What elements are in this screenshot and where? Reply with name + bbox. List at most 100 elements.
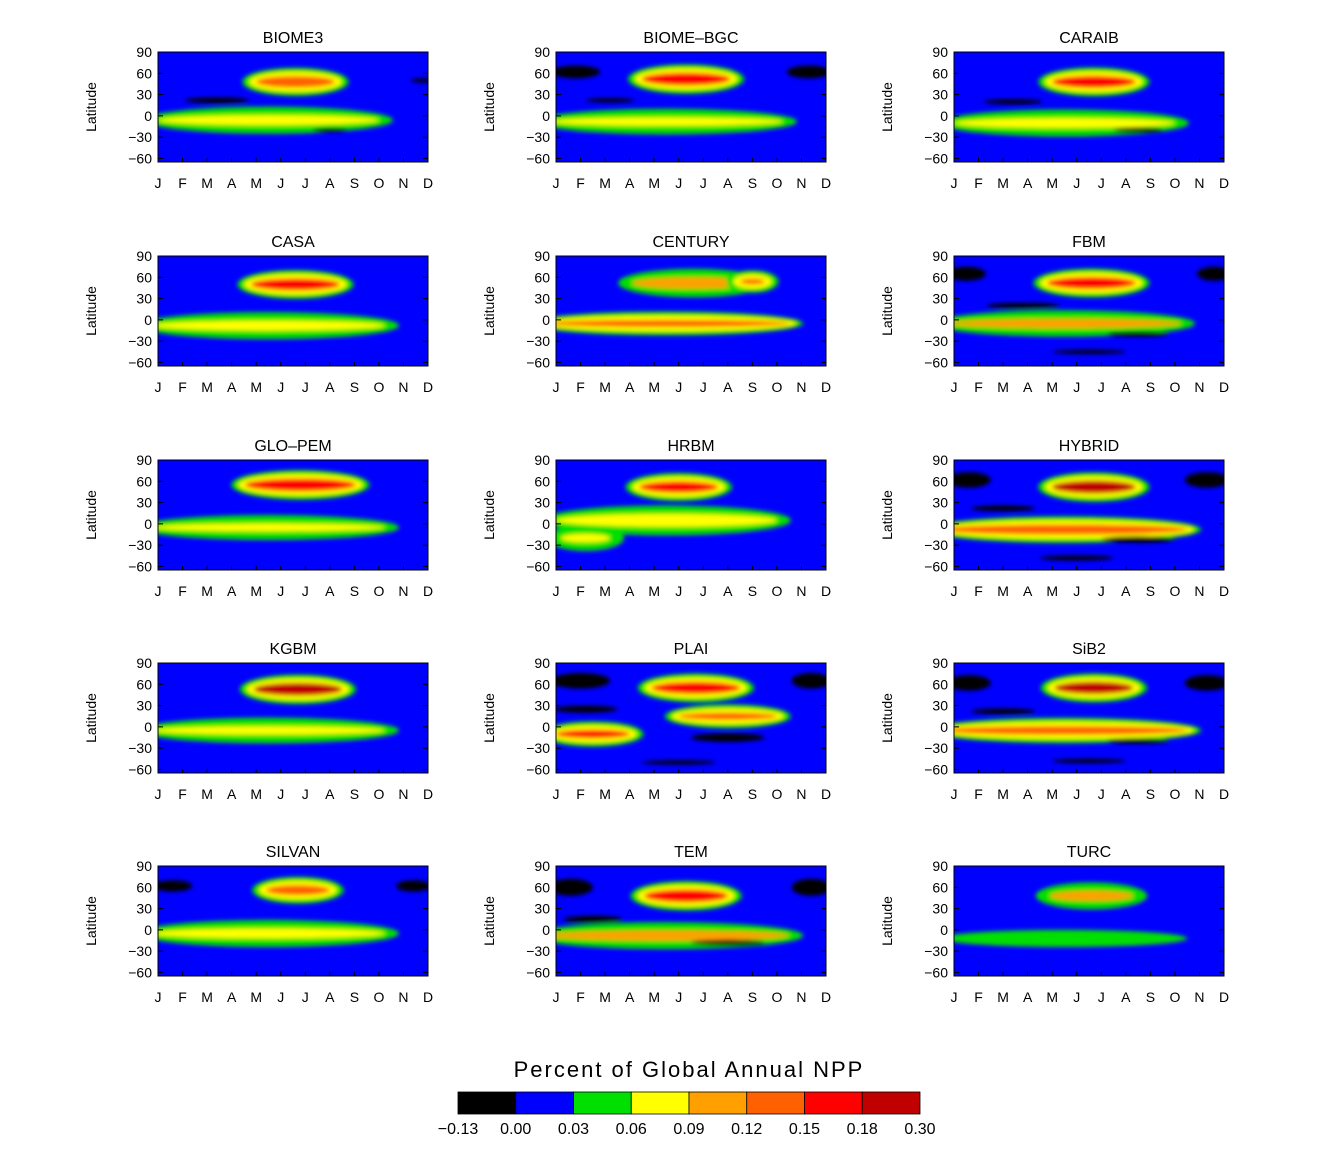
heatmap-feature — [251, 278, 340, 291]
heatmap-feature — [556, 878, 593, 896]
y-axis-label: Latitude — [83, 896, 99, 946]
x-tick-label: J — [277, 786, 284, 802]
y-tick-label: −30 — [128, 129, 152, 145]
x-tick-label: M — [1046, 379, 1058, 395]
panel-title: CENTURY — [652, 234, 729, 251]
panel-title: SiB2 — [1072, 641, 1106, 658]
x-tick-label: D — [821, 583, 831, 599]
x-tick-label: F — [974, 583, 983, 599]
y-tick-label: −30 — [128, 537, 152, 553]
x-tick-label: J — [1098, 583, 1105, 599]
x-tick-label: N — [1194, 786, 1204, 802]
x-tick-label: O — [1169, 175, 1180, 191]
y-tick-label: 30 — [932, 901, 948, 917]
y-tick-label: −60 — [924, 150, 948, 166]
heatmap-feature — [396, 880, 428, 892]
heatmap-feature — [641, 760, 716, 765]
heatmap-field — [954, 52, 1224, 162]
colorbar-swatch — [630, 1091, 690, 1115]
x-tick-label: F — [178, 583, 187, 599]
x-tick-label: O — [373, 583, 384, 599]
x-tick-label: N — [796, 379, 806, 395]
x-tick-label: M — [997, 175, 1009, 191]
x-tick-label: S — [350, 786, 359, 802]
heatmap-feature — [1052, 758, 1126, 764]
x-tick-label: A — [625, 379, 635, 395]
x-tick-label: J — [277, 175, 284, 191]
y-axis-label: Latitude — [879, 693, 895, 743]
heatmap-field — [158, 52, 428, 162]
y-tick-label: −60 — [924, 761, 948, 777]
x-tick-label: J — [155, 989, 162, 1005]
x-tick-label: A — [723, 175, 733, 191]
panel-title: TURC — [1067, 844, 1111, 861]
x-tick-label: J — [951, 989, 958, 1005]
y-tick-label: 30 — [534, 698, 550, 714]
x-tick-label: N — [398, 379, 408, 395]
x-tick-label: J — [1073, 786, 1080, 802]
x-tick-label: S — [748, 786, 757, 802]
heatmap-field — [954, 663, 1224, 773]
y-axis-label: Latitude — [481, 82, 497, 132]
y-tick-label: 90 — [932, 452, 948, 468]
y-tick-label: −30 — [128, 943, 152, 959]
y-tick-label: −60 — [924, 354, 948, 370]
y-tick-label: 90 — [534, 44, 550, 60]
y-tick-label: 60 — [136, 269, 152, 285]
x-tick-label: D — [423, 583, 433, 599]
y-tick-label: −30 — [924, 333, 948, 349]
x-tick-label: O — [1169, 379, 1180, 395]
x-tick-label: J — [553, 989, 560, 1005]
colorbar-swatch — [457, 1091, 517, 1115]
y-tick-label: 60 — [932, 879, 948, 895]
x-tick-label: A — [723, 583, 733, 599]
y-tick-label: 30 — [534, 291, 550, 307]
heatmap-feature — [691, 733, 765, 742]
x-tick-label: J — [553, 786, 560, 802]
y-tick-label: 90 — [932, 655, 948, 671]
y-tick-label: 60 — [534, 676, 550, 692]
heatmap-feature — [954, 266, 986, 281]
y-tick-label: 30 — [932, 87, 948, 103]
x-tick-label: S — [350, 379, 359, 395]
colorbar-title: Percent of Global Annual NPP — [514, 1057, 865, 1082]
y-tick-label: 90 — [932, 248, 948, 264]
x-tick-label: J — [951, 583, 958, 599]
x-tick-label: A — [1023, 583, 1033, 599]
y-tick-label: 0 — [144, 312, 152, 328]
x-tick-label: A — [1023, 786, 1033, 802]
heatmap-feature — [158, 115, 379, 126]
x-tick-label: A — [227, 583, 237, 599]
x-tick-label: F — [576, 175, 585, 191]
x-tick-label: D — [1219, 175, 1229, 191]
x-tick-label: M — [250, 989, 262, 1005]
x-tick-label: J — [553, 583, 560, 599]
y-tick-label: 30 — [534, 87, 550, 103]
y-tick-label: 0 — [144, 516, 152, 532]
x-tick-label: M — [1046, 786, 1058, 802]
x-tick-label: S — [748, 989, 757, 1005]
x-tick-label: D — [821, 175, 831, 191]
x-tick-label: J — [675, 379, 682, 395]
heatmap-feature — [954, 675, 991, 691]
x-tick-label: O — [1169, 786, 1180, 802]
x-tick-label: M — [599, 175, 611, 191]
y-tick-label: −60 — [128, 964, 152, 980]
x-tick-label: A — [723, 786, 733, 802]
x-tick-label: M — [1046, 583, 1058, 599]
x-tick-label: A — [723, 989, 733, 1005]
x-tick-label: S — [1146, 175, 1155, 191]
y-tick-label: 0 — [940, 719, 948, 735]
x-tick-label: A — [625, 786, 635, 802]
heatmap-feature — [985, 302, 1060, 309]
y-tick-label: 0 — [940, 516, 948, 532]
heatmap-field — [158, 866, 428, 976]
x-tick-label: N — [398, 583, 408, 599]
y-axis-label: Latitude — [481, 490, 497, 540]
x-tick-label: M — [648, 379, 660, 395]
y-tick-label: −30 — [128, 333, 152, 349]
y-tick-label: 90 — [534, 248, 550, 264]
y-tick-label: 60 — [534, 879, 550, 895]
